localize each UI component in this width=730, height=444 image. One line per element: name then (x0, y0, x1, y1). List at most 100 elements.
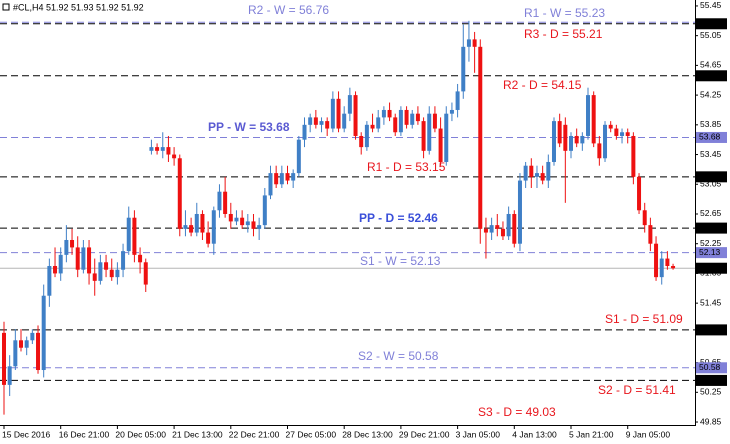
candle-body (126, 217, 131, 252)
y-tick-label: 50.25 (700, 387, 722, 397)
candle-body (109, 269, 114, 278)
x-tick-label: 16 Dec 21:00 (59, 429, 110, 439)
candle-body (364, 124, 369, 148)
candle-body (449, 109, 454, 114)
level-price-box-label: 50.58 (699, 362, 721, 372)
candle-body (308, 117, 313, 125)
level-price-box (696, 362, 727, 374)
x-tick-label: 27 Dec 05:00 (286, 429, 337, 439)
candle-body (313, 117, 318, 125)
candle-body (211, 210, 216, 244)
candle-body (240, 217, 245, 226)
candle-body (620, 132, 625, 136)
y-tick-label: 53.85 (700, 119, 722, 129)
level-price-box (696, 374, 727, 386)
level-price-box (696, 171, 727, 183)
last-price-box-label: 51.92 (699, 262, 721, 272)
candle-body (98, 262, 103, 281)
candle-body (597, 143, 602, 159)
candle-body (489, 225, 494, 233)
level-price-box (696, 18, 727, 30)
candle-body (512, 213, 517, 244)
candle-body (53, 265, 58, 274)
candle-body (330, 98, 335, 129)
candle-body (642, 210, 647, 226)
level-price-box-label: 50.41 (699, 375, 721, 385)
candle-body (421, 121, 426, 151)
candle-body (268, 173, 273, 196)
candle-body (228, 213, 233, 222)
level-label: R1 - D = 53.15 (367, 160, 446, 174)
candle-body (370, 124, 375, 129)
x-tick-label: 5 Jan 21:00 (569, 429, 614, 439)
level-price-box-label: 52.13 (699, 247, 721, 257)
candle-body (557, 121, 562, 144)
candle-body (75, 247, 80, 270)
level-label: R1 - W = 55.23 (524, 6, 605, 20)
candle-body (183, 225, 188, 229)
x-tick-label: 28 Dec 13:00 (342, 429, 393, 439)
candle-body (296, 139, 301, 174)
candle-body (455, 91, 460, 110)
level-label: R3 - D = 55.21 (524, 27, 603, 41)
level-label: S2 - D = 51.41 (598, 383, 676, 397)
candle-body (92, 273, 97, 281)
candle-body (393, 117, 398, 133)
level-label: S3 - D = 49.03 (478, 405, 556, 419)
candle-body (478, 46, 483, 229)
y-tick-label: 49.85 (700, 416, 722, 426)
candle-body (534, 173, 539, 177)
x-tick-label: 29 Dec 21:00 (399, 429, 450, 439)
candle-body (546, 161, 551, 181)
level-price-box (696, 70, 727, 82)
candle-body (70, 239, 75, 248)
y-tick-label: 51.45 (700, 297, 722, 307)
symbol-icon (2, 3, 10, 11)
candle-body (432, 113, 437, 129)
candle-body (387, 109, 392, 118)
candle-body (500, 228, 505, 237)
candle-body (155, 147, 160, 151)
candle-body (580, 135, 585, 144)
y-tick-label: 55.45 (700, 0, 722, 10)
candle-body (376, 117, 381, 129)
candle-body (24, 340, 29, 348)
candle-body (540, 173, 545, 181)
y-tick-label: 55.05 (700, 30, 722, 40)
y-tick-label: 53.05 (700, 179, 722, 189)
candle-body (325, 121, 330, 129)
candle-body (415, 113, 420, 122)
candle-body (13, 340, 18, 367)
candle-body (659, 258, 664, 278)
x-tick-label: 20 Dec 05:00 (115, 429, 166, 439)
level-label: S1 - D = 51.09 (605, 312, 683, 326)
candle-body (104, 262, 109, 270)
candle-body (591, 95, 596, 144)
candle-body (58, 254, 63, 274)
x-tick-label: 9 Jan 05:00 (626, 429, 671, 439)
level-price-box (696, 324, 727, 336)
candle-body (569, 135, 573, 151)
level-label: R2 - D = 54.15 (503, 78, 582, 92)
candle-body (217, 191, 222, 211)
candle-body (637, 176, 642, 211)
level-label: PP - W = 53.68 (208, 120, 290, 134)
candle-body (251, 221, 256, 229)
candle-body (671, 265, 676, 269)
candle-body (461, 46, 466, 92)
candle-body (523, 165, 528, 181)
candle-body (41, 295, 46, 371)
candle-body (47, 265, 52, 296)
x-tick-label: 15 Dec 2016 (2, 429, 50, 439)
candle-body (172, 154, 177, 159)
candle-body (274, 173, 279, 185)
candle-body (143, 262, 148, 285)
y-tick-label: 50.65 (700, 357, 722, 367)
candle-body (30, 332, 35, 341)
candle-body (194, 213, 199, 233)
level-price-box-label: 52.46 (699, 222, 721, 232)
candle-body (336, 98, 341, 129)
candle-body (223, 191, 228, 214)
candle-body (81, 247, 86, 270)
